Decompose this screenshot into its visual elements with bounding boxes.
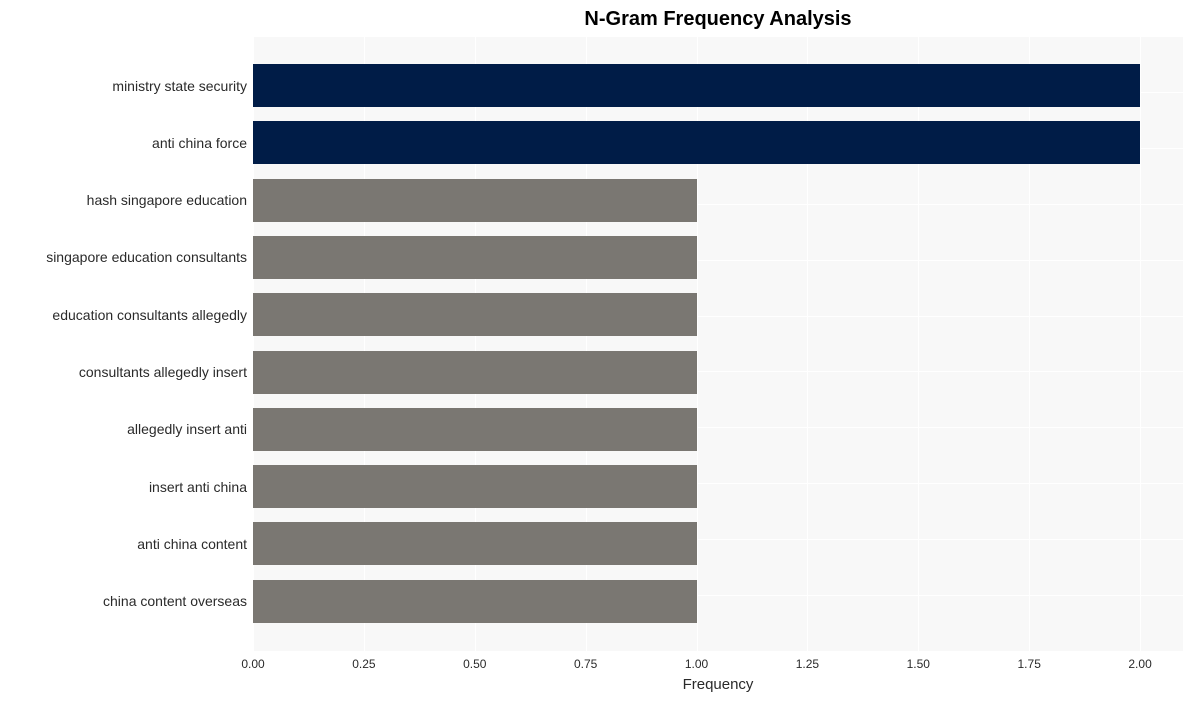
- x-tick-label: 1.50: [907, 657, 930, 671]
- bar: [253, 465, 697, 508]
- ngram-frequency-chart: N-Gram Frequency Analysis Frequency 0.00…: [0, 0, 1193, 701]
- y-tick-label: insert anti china: [7, 480, 247, 494]
- y-tick-label: education consultants allegedly: [7, 308, 247, 322]
- y-gridline: [253, 36, 1183, 37]
- bar: [253, 64, 1140, 107]
- x-tick-label: 2.00: [1128, 657, 1151, 671]
- y-tick-label: china content overseas: [7, 594, 247, 608]
- plot-area: [253, 36, 1183, 651]
- y-tick-label: allegedly insert anti: [7, 422, 247, 436]
- y-tick-label: ministry state security: [7, 79, 247, 93]
- y-tick-label: consultants allegedly insert: [7, 365, 247, 379]
- x-tick-label: 0.00: [241, 657, 264, 671]
- bar: [253, 408, 697, 451]
- x-tick-label: 1.25: [796, 657, 819, 671]
- bar: [253, 522, 697, 565]
- bar: [253, 121, 1140, 164]
- x-tick-label: 0.50: [463, 657, 486, 671]
- x-gridline: [1140, 36, 1141, 651]
- x-axis-title: Frequency: [253, 676, 1183, 693]
- y-tick-label: anti china content: [7, 537, 247, 551]
- bar: [253, 236, 697, 279]
- x-tick-label: 0.25: [352, 657, 375, 671]
- bar: [253, 351, 697, 394]
- bar: [253, 580, 697, 623]
- x-tick-label: 1.75: [1018, 657, 1041, 671]
- y-tick-label: singapore education consultants: [7, 250, 247, 264]
- x-tick-label: 1.00: [685, 657, 708, 671]
- y-tick-label: anti china force: [7, 136, 247, 150]
- x-tick-label: 0.75: [574, 657, 597, 671]
- bar: [253, 293, 697, 336]
- chart-title: N-Gram Frequency Analysis: [253, 8, 1183, 31]
- y-gridline: [253, 651, 1183, 652]
- bar: [253, 179, 697, 222]
- y-tick-label: hash singapore education: [7, 193, 247, 207]
